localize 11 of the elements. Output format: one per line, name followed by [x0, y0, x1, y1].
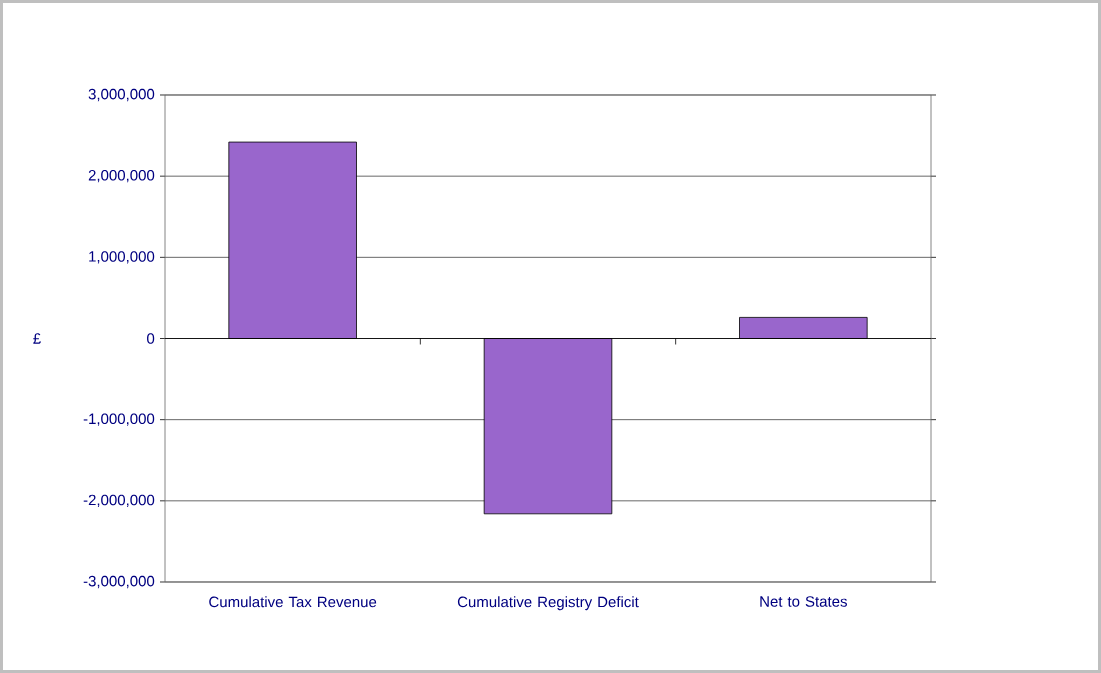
y-tick-label: 1,000,000 — [89, 251, 155, 264]
y-tick-label: -1,000,000 — [83, 413, 155, 426]
y-tick-label: 0 — [147, 333, 155, 344]
y-tick-label: -3,000,000 — [83, 575, 155, 589]
y-tick-label: 3,000,000 — [88, 88, 155, 102]
y-tick-label: 2,000,000 — [88, 169, 155, 183]
x-tick-label: Cumulative Registry Deficit — [457, 596, 639, 611]
x-tick-label: Net to States — [760, 596, 847, 607]
y-axis-title: £ — [33, 333, 41, 344]
x-tick-label: Cumulative Tax Revenue — [209, 596, 377, 608]
y-tick-label: -2,000,000 — [83, 494, 155, 508]
